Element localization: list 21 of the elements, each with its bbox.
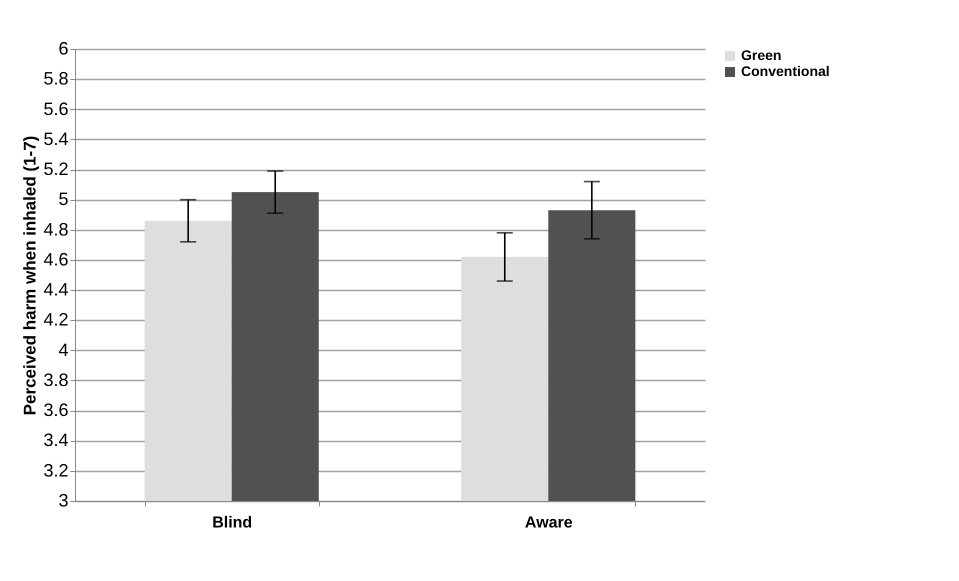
legend-label: Conventional bbox=[741, 63, 830, 79]
y-tick-label: 5.6 bbox=[43, 98, 68, 119]
x-tick-label: Aware bbox=[524, 514, 573, 532]
y-tick-label: 5 bbox=[58, 189, 68, 210]
y-tick-label: 6 bbox=[58, 38, 68, 58]
legend-label: Green bbox=[741, 47, 782, 63]
x-tick-label: Blind bbox=[212, 514, 252, 532]
y-tick-label: 5.4 bbox=[43, 128, 68, 149]
y-tick-label: 3 bbox=[58, 490, 68, 510]
y-axis-title: Perceived harm when inhaled (1-7) bbox=[20, 136, 40, 416]
y-tick-label: 3.8 bbox=[43, 370, 68, 390]
y-tick-label: 4.4 bbox=[43, 280, 68, 300]
y-tick-label: 3.2 bbox=[43, 460, 68, 480]
y-tick-label: 4.2 bbox=[43, 310, 68, 330]
y-tick-label: 3.6 bbox=[43, 400, 68, 420]
y-tick-label: 3.4 bbox=[43, 430, 68, 450]
y-tick-label: 4.6 bbox=[43, 249, 68, 270]
y-tick-label: 4 bbox=[58, 340, 68, 360]
y-tick-label: 4.8 bbox=[43, 219, 68, 240]
y-tick-label: 5.2 bbox=[43, 159, 68, 180]
y-tick-label: 5.8 bbox=[43, 68, 68, 89]
